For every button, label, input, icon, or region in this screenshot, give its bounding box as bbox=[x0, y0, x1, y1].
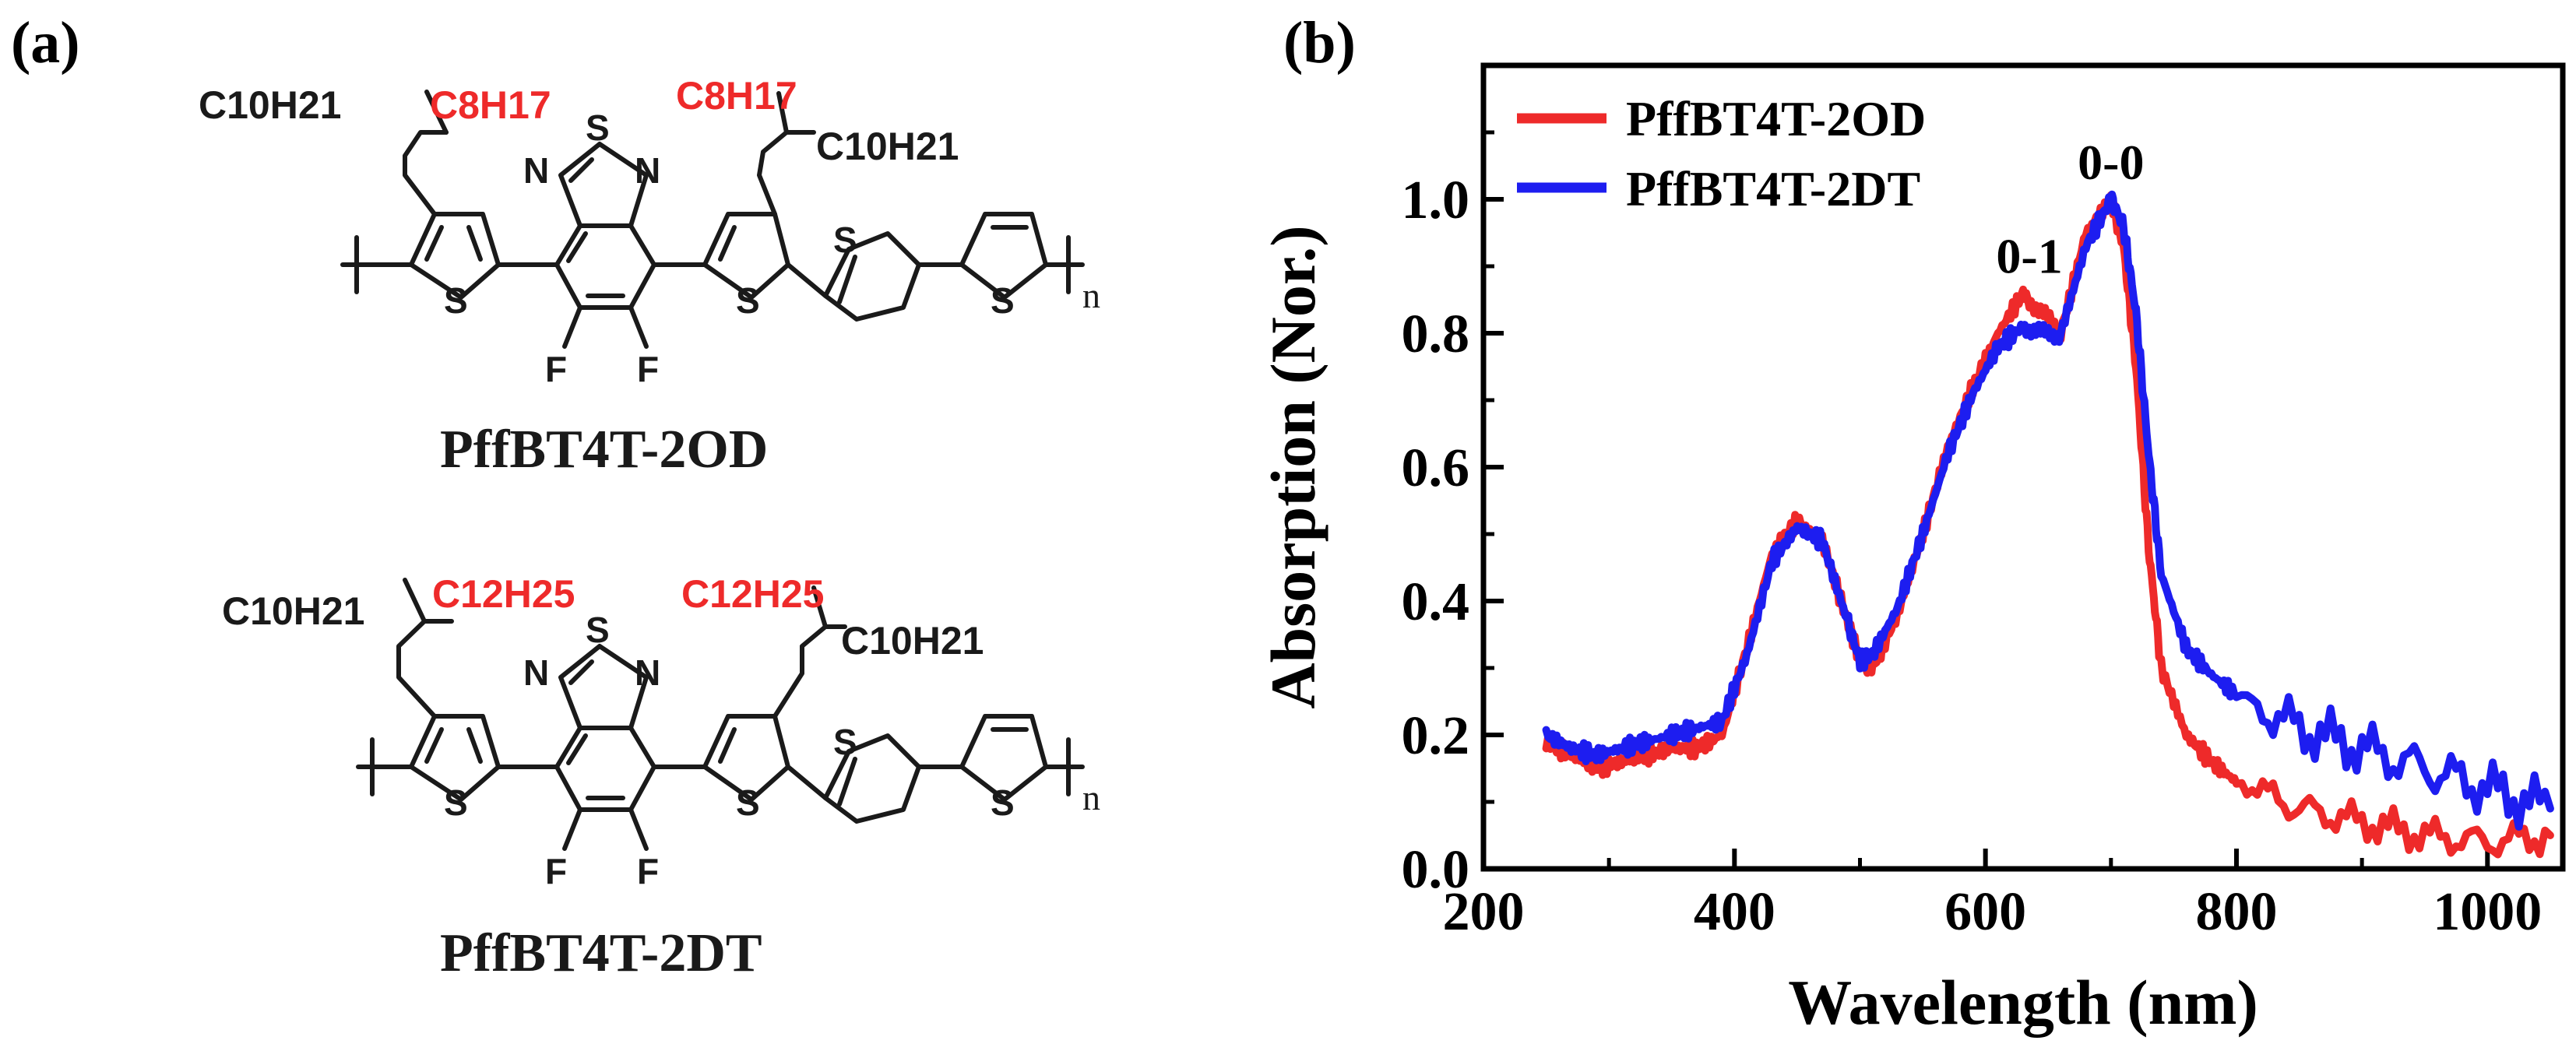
structure-name: PffBT4T-2OD bbox=[440, 420, 768, 480]
y-tick-label: 0.4 bbox=[1402, 572, 1470, 632]
structure-pffbt4t-2od: S S S S S N N F F n C10H21 C8H17 C8H17 C… bbox=[199, 74, 1100, 480]
y-tick-label: 0.8 bbox=[1402, 304, 1470, 364]
series-line-pffbt4t-2od bbox=[1542, 191, 2554, 859]
structure-bonds bbox=[356, 578, 1085, 851]
chain-right-main: C10H21 bbox=[841, 619, 984, 663]
chain-left-branch: C12H25 bbox=[432, 572, 575, 616]
peak-label: 0-1 bbox=[1996, 229, 2062, 284]
atom-n: N bbox=[635, 652, 660, 693]
structure-atoms: S S S S S N N F F n bbox=[444, 610, 1100, 891]
peak-label: 0-0 bbox=[2078, 135, 2144, 190]
chain-left-main: C10H21 bbox=[199, 83, 341, 127]
atom-f: F bbox=[545, 851, 567, 891]
atom-s: S bbox=[586, 107, 610, 148]
y-tick-label: 0.6 bbox=[1402, 438, 1470, 498]
x-tick-label: 200 bbox=[1443, 882, 1525, 942]
x-tick-label: 600 bbox=[1944, 882, 2026, 942]
data-series bbox=[1542, 190, 2554, 859]
y-axis-label: Absorption (Nor.) bbox=[1258, 225, 1328, 708]
x-tick-label: 1000 bbox=[2433, 882, 2542, 942]
y-tick-label: 0.0 bbox=[1402, 840, 1470, 900]
atom-s: S bbox=[736, 280, 760, 321]
legend: PffBT4T-2OD PffBT4T-2DT bbox=[1517, 91, 1926, 216]
atom-s: S bbox=[444, 782, 468, 823]
x-axis-label: Wavelength (nm) bbox=[1788, 967, 2258, 1038]
atom-s: S bbox=[736, 782, 760, 823]
panel-a-label: (a) bbox=[11, 10, 80, 76]
atom-n: N bbox=[523, 652, 549, 693]
atom-n: N bbox=[523, 150, 549, 191]
x-tick-label: 400 bbox=[1694, 882, 1775, 942]
panel-b: (b) 200 400 600 800 1000 0.0 0.2 0.4 0.6 0.8 1.0 0… bbox=[1258, 10, 2566, 1038]
chain-right-main: C10H21 bbox=[816, 125, 959, 168]
series-line-pffbt4t-2dt bbox=[1542, 190, 2554, 831]
structure-bonds bbox=[340, 90, 1085, 349]
repeat-n: n bbox=[1082, 778, 1100, 817]
side-chains: C10H21 C8H17 C8H17 C10H21 bbox=[199, 74, 959, 168]
atom-f: F bbox=[637, 851, 659, 891]
atom-f: F bbox=[545, 349, 567, 389]
structure-atoms: S S S S S N N F F n bbox=[444, 107, 1100, 389]
legend-label-dt: PffBT4T-2DT bbox=[1626, 161, 1920, 216]
panel-b-label: (b) bbox=[1283, 10, 1356, 76]
atom-s: S bbox=[444, 280, 468, 321]
y-tick-label: 1.0 bbox=[1402, 170, 1470, 230]
side-chains: C10H21 C12H25 C12H25 C10H21 bbox=[222, 572, 984, 663]
structure-name: PffBT4T-2DT bbox=[440, 923, 762, 983]
axis-ticks: 200 400 600 800 1000 0.0 0.2 0.4 0.6 0.8 1.0 bbox=[1402, 130, 2542, 942]
chain-right-branch: C8H17 bbox=[676, 74, 797, 118]
legend-label-od: PffBT4T-2OD bbox=[1626, 91, 1926, 146]
atom-s: S bbox=[991, 280, 1015, 321]
atom-s: S bbox=[833, 722, 857, 762]
atom-s: S bbox=[991, 782, 1015, 823]
atom-f: F bbox=[637, 349, 659, 389]
atom-s: S bbox=[833, 220, 857, 260]
chain-left-branch: C8H17 bbox=[430, 83, 551, 127]
y-tick-label: 0.2 bbox=[1402, 706, 1470, 766]
peak-annotations: 0-0 0-1 bbox=[1996, 135, 2144, 283]
chain-left-main: C10H21 bbox=[222, 589, 364, 633]
x-tick-label: 800 bbox=[2195, 882, 2277, 942]
structure-pffbt4t-2dt: S S S S S N N F F n C10H21 C12H25 C12H25… bbox=[222, 572, 1100, 983]
panel-a: (a) bbox=[11, 10, 1100, 983]
atom-s: S bbox=[586, 610, 610, 650]
chain-right-branch: C12H25 bbox=[681, 572, 824, 616]
atom-n: N bbox=[635, 150, 660, 191]
repeat-n: n bbox=[1082, 276, 1100, 315]
